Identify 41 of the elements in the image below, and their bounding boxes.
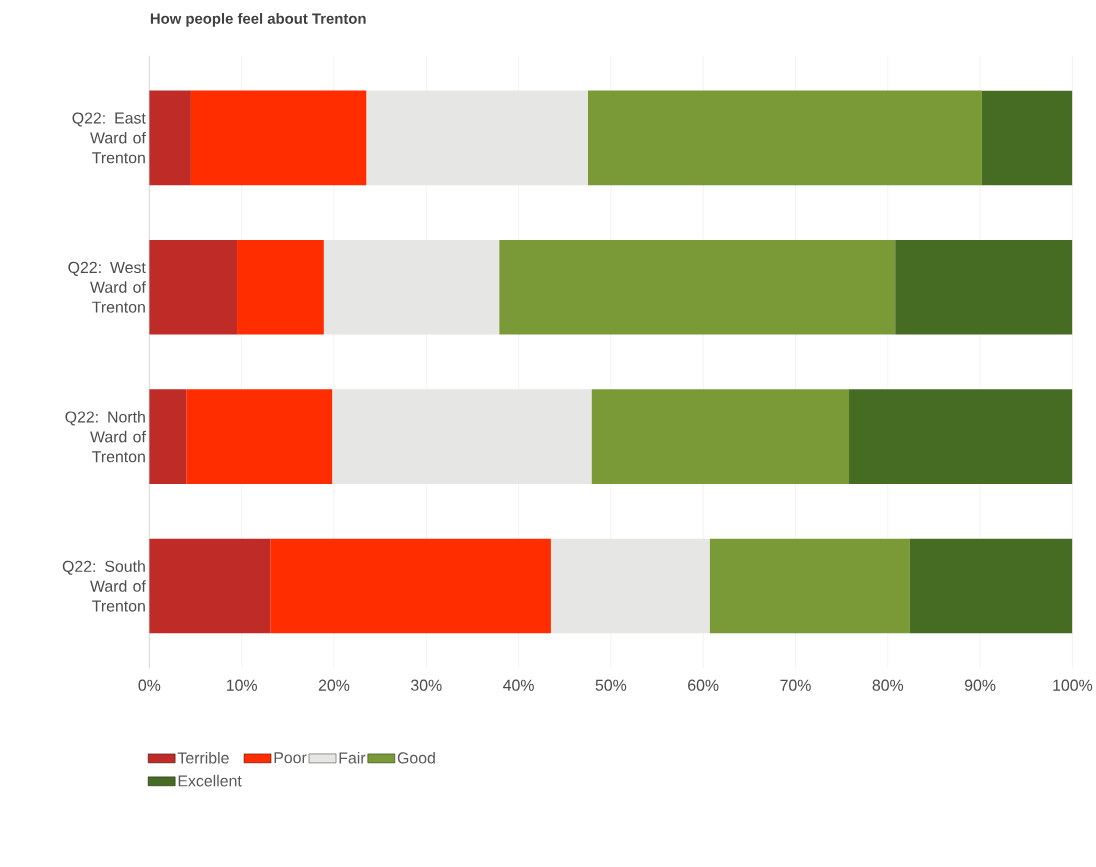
y-tick-label: Q22: North Ward of Trenton [65, 410, 146, 463]
bar [709, 538, 910, 634]
x-tick-label: 40% [503, 679, 534, 691]
legend-label: Fair [339, 751, 366, 764]
bar [981, 90, 1073, 186]
bar [366, 90, 588, 186]
x-tick-label: 60% [688, 679, 719, 691]
bar [909, 538, 1073, 634]
bar [186, 389, 333, 484]
y-tick-label: Q22: West Ward of Trenton [68, 261, 146, 313]
x-tick-label: 80% [872, 679, 904, 691]
bar [149, 90, 191, 186]
legend-label: Poor [274, 752, 307, 764]
x-tick-label: 70% [780, 679, 811, 691]
bar [550, 538, 710, 634]
bar [149, 239, 238, 335]
bar [332, 389, 592, 484]
legend-label: Excellent [178, 774, 242, 787]
legend-label: Terrible [177, 751, 229, 764]
bar [499, 239, 896, 335]
bar [591, 389, 850, 484]
bar [323, 239, 500, 335]
bar [895, 239, 1073, 335]
bar [190, 90, 367, 186]
x-tick-label: 30% [411, 679, 442, 691]
x-tick-label: 100% [1053, 679, 1093, 691]
legend-label: Good [397, 751, 435, 764]
bar [587, 90, 982, 186]
chart-title: How people feel about Trenton [150, 12, 366, 27]
y-tick-label: Q22: East Ward of Trenton [72, 112, 146, 164]
y-tick-label: Q22: South Ward of Trenton [62, 560, 146, 612]
x-tick-label: 10% [227, 679, 257, 691]
x-tick-label: 50% [595, 679, 627, 691]
bar [237, 239, 324, 335]
bar [270, 538, 551, 634]
x-tick-label: 0% [138, 679, 161, 691]
x-tick-label: 20% [318, 679, 350, 691]
bar [849, 389, 1073, 484]
bar [149, 538, 271, 634]
bar [149, 389, 187, 484]
x-tick-label: 90% [964, 679, 996, 691]
